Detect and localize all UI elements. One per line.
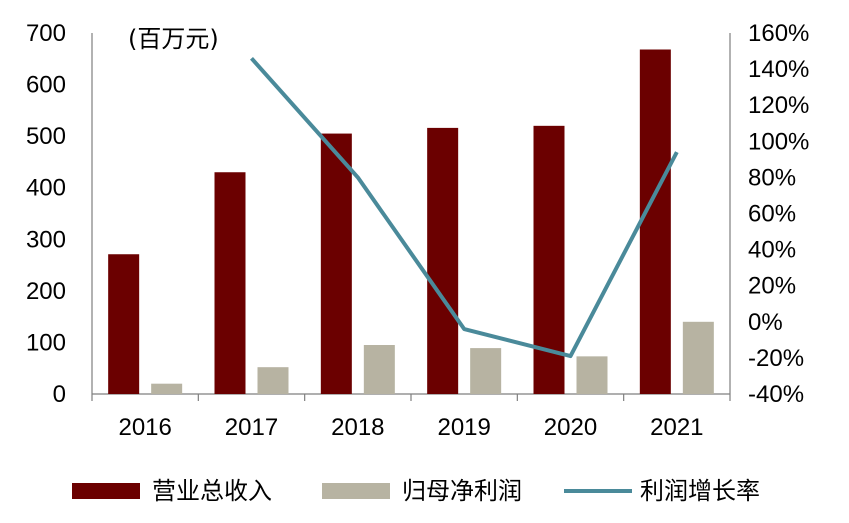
y-right-tick-label: 60%	[748, 201, 796, 228]
growth-line-path	[250, 56, 679, 359]
bar-revenue	[639, 49, 671, 394]
y-left-tick-label: 700	[26, 20, 66, 47]
legend: 营业总收入 归母净利润 利润增长率	[72, 477, 760, 505]
x-tick-label: 2021	[650, 414, 703, 441]
growth-line	[250, 56, 679, 359]
bar-revenue	[214, 172, 246, 394]
x-tick-label: 2020	[544, 414, 597, 441]
x-tick-label: 2016	[118, 414, 171, 441]
y-left-tick-label: 500	[26, 123, 66, 150]
y-right-tick-label: 140%	[748, 56, 809, 83]
bar-net-profit	[363, 345, 395, 394]
tick-labels: 0 100 200 300 400 500 600 700 -40% -20% 0% 20% 40% 60…	[26, 20, 809, 441]
y-left-tick-label: 0	[53, 381, 66, 408]
bar-net-profit	[576, 356, 608, 394]
y-right-tick-label: -40%	[748, 381, 804, 408]
unit-label: (百万元)	[128, 25, 219, 53]
x-tick-label: 2018	[331, 414, 384, 441]
y-right-tick-label: 0%	[748, 309, 783, 336]
y-left-tick-label: 400	[26, 175, 66, 202]
legend-label: 归母净利润	[402, 477, 522, 505]
bar-revenue	[427, 127, 459, 395]
y-right-tick-label: -20%	[748, 345, 804, 372]
bars	[108, 49, 714, 395]
bar-revenue	[320, 133, 352, 395]
legend-swatch	[72, 483, 140, 499]
bar-net-profit	[257, 367, 289, 394]
legend-label: 利润增长率	[640, 477, 760, 505]
y-right-tick-label: 160%	[748, 20, 809, 47]
x-tick-label: 2019	[437, 414, 490, 441]
y-left-tick-label: 100	[26, 329, 66, 356]
y-right-tick-label: 40%	[748, 237, 796, 264]
legend-swatch	[322, 483, 390, 499]
x-tick-label: 2017	[225, 414, 278, 441]
y-left-tick-label: 300	[26, 226, 66, 253]
bar-net-profit	[470, 348, 502, 394]
y-right-tick-label: 20%	[748, 273, 796, 300]
bar-revenue	[108, 254, 140, 394]
legend-label: 营业总收入	[152, 477, 272, 505]
y-left-tick-label: 200	[26, 278, 66, 305]
bar-net-profit	[151, 383, 183, 394]
y-left-tick-label: 600	[26, 72, 66, 99]
axes	[91, 33, 731, 401]
y-right-tick-label: 120%	[748, 92, 809, 119]
y-right-tick-label: 80%	[748, 164, 796, 191]
bar-net-profit	[682, 321, 714, 394]
y-right-tick-label: 100%	[748, 128, 809, 155]
